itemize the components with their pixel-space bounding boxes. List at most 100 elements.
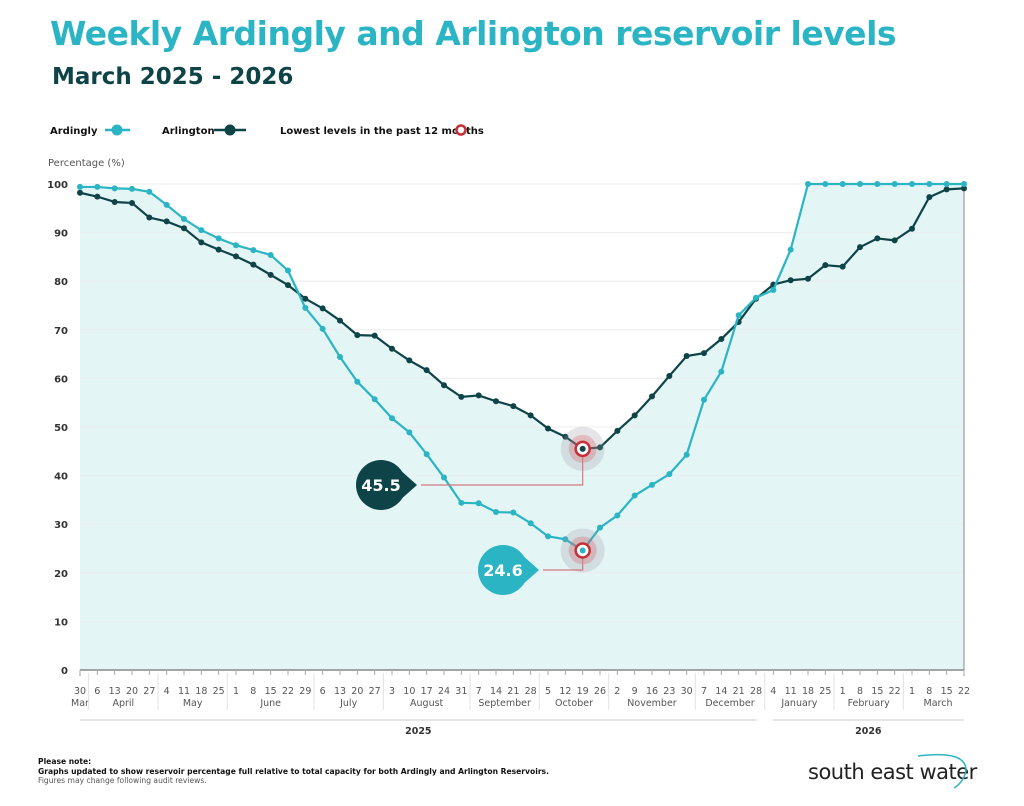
y-axis-label: Percentage (%): [48, 158, 125, 169]
data-point-arlington: [666, 372, 673, 379]
x-tick-label: 22: [889, 686, 901, 697]
x-tick-label: 18: [802, 686, 814, 697]
data-point-ardingly: [215, 235, 222, 242]
data-point-arlington: [337, 317, 343, 324]
year-label: 2026: [855, 726, 882, 737]
south-east-water-logo: south east water: [808, 753, 977, 789]
data-point-arlington: [423, 367, 430, 374]
x-tick-label: 22: [282, 686, 294, 697]
data-point-ardingly: [943, 181, 950, 187]
data-point-ardingly: [77, 183, 83, 190]
data-point-ardingly: [354, 378, 361, 385]
data-point-ardingly: [718, 368, 725, 375]
data-point-ardingly: [701, 396, 707, 403]
y-tick-label: 80: [54, 277, 68, 288]
x-tick-label: 20: [126, 686, 138, 697]
data-point-arlington: [631, 412, 638, 419]
data-point-arlington: [787, 277, 794, 284]
legend-marker-arlington: [224, 124, 236, 136]
x-tick-label: 4: [770, 686, 776, 697]
x-tick-label: 9: [632, 686, 638, 697]
data-point-arlington: [458, 393, 465, 400]
callout-bubble-ardingly: [478, 545, 528, 595]
data-point-ardingly: [770, 286, 777, 293]
data-point-ardingly: [874, 181, 881, 187]
note-line-1: Graphs updated to show reservoir percent…: [38, 766, 549, 776]
data-point-ardingly: [406, 429, 413, 436]
callout-value-arlington: 45.5: [361, 476, 400, 495]
x-tick-label: 15: [265, 686, 277, 697]
data-point-arlington: [389, 345, 395, 352]
data-point-arlington: [285, 282, 291, 289]
data-point-arlington: [111, 198, 118, 205]
x-tick-label: 6: [320, 686, 326, 697]
x-tick-label: 14: [715, 686, 727, 697]
data-point-arlington: [649, 393, 655, 400]
x-tick-label: 7: [701, 686, 707, 697]
x-tick-label: 19: [577, 686, 589, 697]
x-tick-label: 1: [840, 686, 846, 697]
data-point-arlington: [163, 218, 170, 225]
data-point-arlington: [77, 189, 83, 196]
data-point-ardingly: [319, 325, 326, 332]
x-tick-label: 26: [594, 686, 606, 697]
callout-leader-ardingly: [543, 558, 584, 571]
data-point-arlington: [146, 214, 153, 221]
legend-label-lowest: Lowest levels in the past 12 months: [280, 126, 484, 137]
callout-value-ardingly: 24.6: [483, 561, 522, 580]
note-heading: Please note:: [38, 757, 92, 766]
callout-leader-arlington: [421, 456, 584, 486]
x-tick-label: 8: [857, 686, 863, 697]
data-point-ardingly: [909, 181, 915, 187]
data-point-arlington: [510, 403, 517, 410]
x-tick-label: 20: [351, 686, 363, 697]
y-tick-label: 90: [54, 229, 68, 240]
data-point-ardingly: [753, 294, 759, 301]
data-point-arlington: [267, 271, 274, 278]
data-point-arlington: [857, 244, 863, 251]
data-point-arlington: [839, 263, 846, 270]
data-point-ardingly: [614, 512, 621, 519]
data-point-ardingly: [337, 354, 343, 361]
data-point-arlington: [874, 235, 881, 242]
data-point-arlington: [597, 444, 603, 451]
data-point-ardingly: [389, 415, 395, 422]
x-tick-label: 25: [819, 686, 831, 697]
logo-text: south east water: [808, 760, 977, 784]
x-tick-label: 24: [438, 686, 450, 697]
x-tick-label: 28: [525, 686, 537, 697]
month-label: February: [848, 698, 890, 709]
data-point-ardingly: [302, 304, 309, 311]
data-point-ardingly: [181, 215, 187, 222]
x-tick-label: 29: [299, 686, 311, 697]
data-point-arlington: [406, 357, 413, 364]
x-tick-label: 7: [476, 686, 482, 697]
data-point-ardingly: [94, 183, 101, 190]
month-label: April: [112, 698, 134, 709]
chart-title: Weekly Ardingly and Arlington reservoir …: [50, 14, 897, 53]
month-label: November: [627, 698, 677, 709]
data-point-ardingly: [129, 185, 135, 192]
month-label: September: [478, 698, 531, 709]
data-point-ardingly: [233, 242, 239, 249]
callout-bubble-arlington: [356, 460, 406, 510]
data-point-ardingly: [163, 201, 170, 208]
data-point-ardingly: [857, 181, 863, 187]
data-point-arlington: [94, 193, 101, 200]
month-label: October: [555, 698, 593, 709]
data-point-arlington: [129, 199, 135, 206]
data-point-arlington: [493, 398, 499, 405]
x-tick-label: 8: [250, 686, 256, 697]
x-tick-label: 30: [681, 686, 693, 697]
data-point-ardingly: [510, 509, 517, 516]
data-point-arlington: [805, 275, 811, 282]
data-point-ardingly: [891, 181, 898, 187]
data-point-arlington: [441, 382, 447, 389]
data-point-arlington: [718, 336, 725, 343]
x-tick-label: 2: [614, 686, 620, 697]
data-point-arlington: [475, 392, 482, 399]
x-tick-label: 21: [507, 686, 519, 697]
data-point-arlington: [181, 225, 187, 232]
data-point-arlington: [701, 350, 707, 357]
